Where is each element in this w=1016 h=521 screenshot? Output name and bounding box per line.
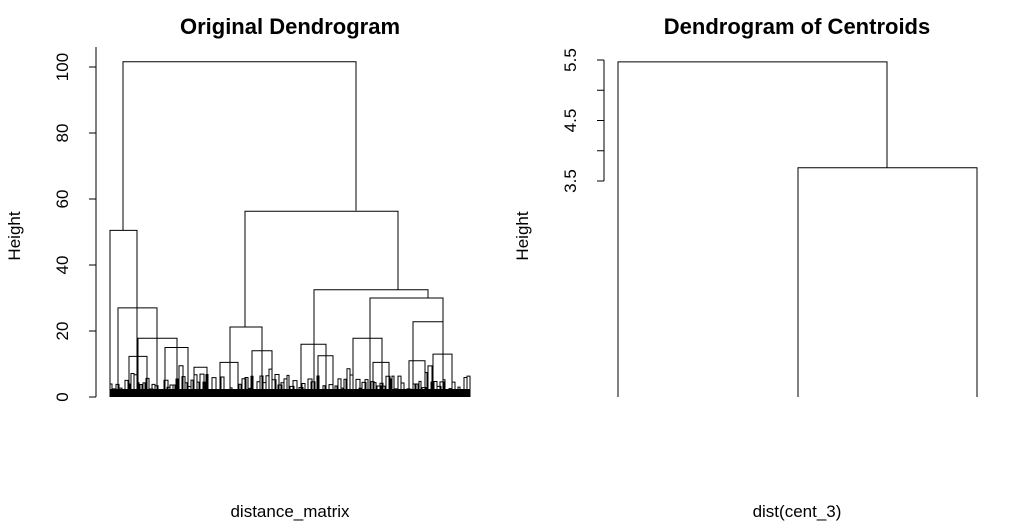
y-tick-label: 20: [53, 322, 72, 341]
y-tick-label: 40: [53, 256, 72, 275]
dendrogram-branch: [205, 374, 209, 397]
dendrogram-branch: [122, 61, 357, 231]
y-tick-label: 3.5: [561, 169, 580, 193]
dendrogram-branch: [466, 375, 471, 397]
dendrogram-branch: [349, 374, 354, 397]
dendrogram-branch: [292, 380, 298, 397]
y-tick-label: 4.5: [561, 109, 580, 133]
dendrogram-branch: [220, 376, 225, 397]
centroid-dendrogram-panel: Dendrogram of Centroids dist(cent_3) Hei…: [513, 14, 978, 521]
dendrogram-branch: [412, 321, 444, 397]
y-tick-label: 100: [53, 53, 72, 81]
dendrogram-branch: [424, 371, 428, 397]
dendrogram-branch: [199, 373, 205, 397]
dendrogram-branch: [352, 337, 383, 397]
dendrogram-branch: [128, 355, 148, 397]
dendrogram-branch: [300, 343, 327, 397]
dendrogram-branches: [109, 61, 453, 397]
dendrogram-branch: [286, 374, 290, 397]
y-tick-label: 0: [53, 392, 72, 401]
y-axis-ticks: 0 20 40 60 80 100: [53, 53, 96, 402]
y-tick-label: 5.5: [561, 48, 580, 72]
dendrogram-branch: [427, 365, 433, 397]
dendrogram-branch: [617, 61, 888, 397]
dendrogram-branch: [137, 337, 178, 397]
y-tick-label: 60: [53, 190, 72, 209]
dendrogram-branches: [617, 61, 978, 397]
dendrogram-branch: [190, 379, 194, 397]
dendrogram-branch: [244, 377, 249, 397]
dendrogram-branch: [109, 229, 138, 397]
dendrogram-branch: [313, 289, 429, 397]
dendrogram-branch: [797, 167, 978, 397]
dendrogram-branch: [244, 210, 399, 328]
chart-title: Dendrogram of Centroids: [664, 14, 930, 39]
dendrogram-leaf-mass: [110, 389, 470, 397]
original-dendrogram-panel: Original Dendrogram distance_matrix Heig…: [5, 14, 471, 521]
dendrogram-branch: [241, 378, 247, 397]
dendrogram-branch: [145, 377, 150, 397]
dendrogram-branch: [211, 377, 217, 397]
dendrogram-branch: [117, 307, 158, 397]
dendrogram-leaf-band: [109, 365, 471, 397]
dendrogram-branch: [388, 378, 392, 397]
dendrogram-branch: [307, 378, 313, 397]
dendrogram-branch: [250, 375, 254, 397]
y-axis-ticks: 3.5 4.5 5.5: [561, 48, 604, 193]
dendrogram-branch: [163, 379, 169, 397]
x-axis-label: dist(cent_3): [753, 502, 842, 521]
dendrogram-branch: [274, 374, 280, 397]
dendrogram-branch: [271, 379, 277, 397]
chart-title: Original Dendrogram: [180, 14, 400, 39]
dendrogram-branch: [164, 347, 189, 397]
dendrogram-branch: [442, 379, 446, 397]
dendrogram-branch: [385, 375, 391, 397]
dendrogram-branch: [316, 375, 320, 397]
y-tick-label: 80: [53, 124, 72, 143]
dendrogram-branch: [175, 378, 179, 397]
dendrogram-branch: [178, 365, 184, 397]
dendrogram-branch: [432, 353, 453, 397]
dendrogram-branch: [343, 378, 347, 397]
dendrogram-branch: [391, 375, 395, 397]
dendrogram-branch: [364, 379, 369, 397]
y-axis-label: Height: [513, 211, 532, 260]
dendrogram-branch: [219, 361, 239, 397]
x-axis-label: distance_matrix: [230, 502, 350, 521]
y-axis-label: Height: [5, 211, 24, 260]
